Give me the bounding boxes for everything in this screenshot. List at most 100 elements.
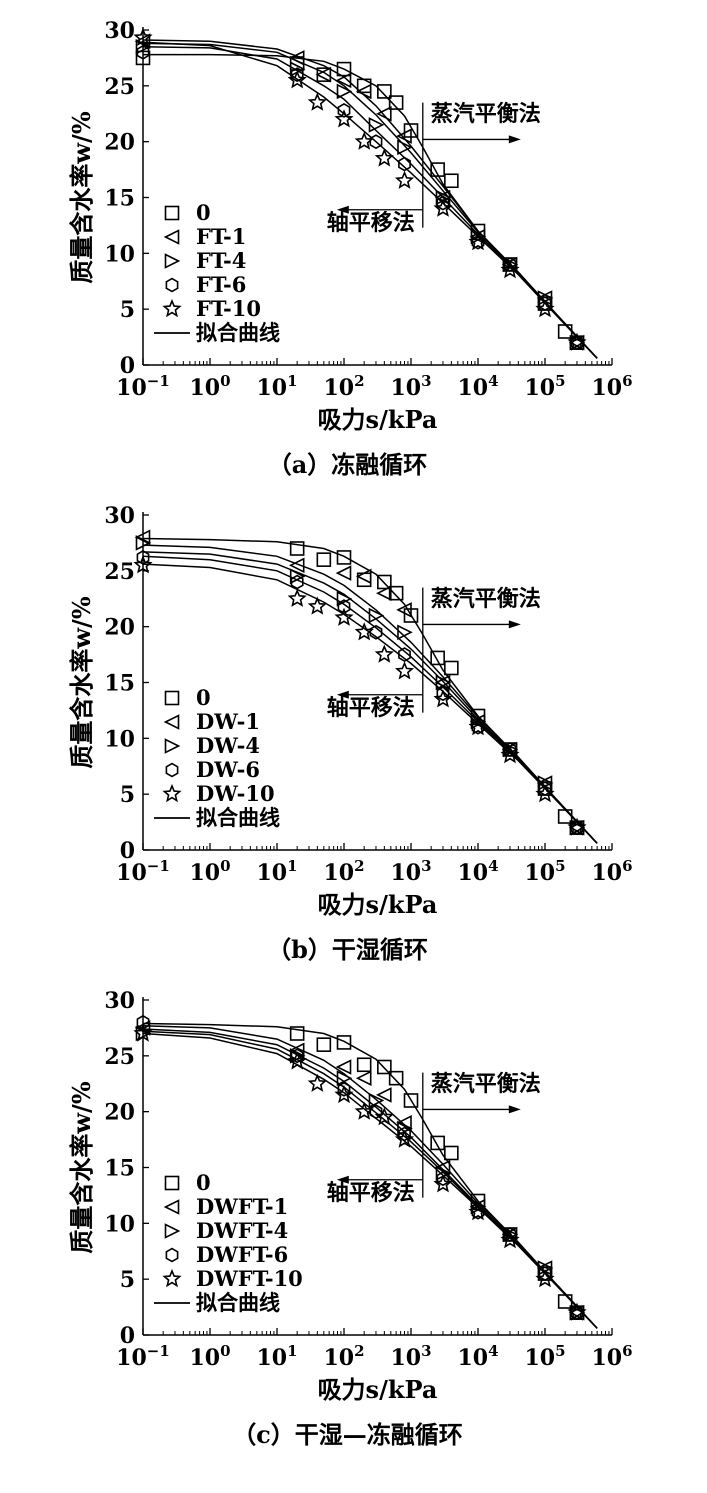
x-tick-label: 104 xyxy=(457,1342,498,1371)
legend-label: FT-10 xyxy=(196,296,261,321)
data-point-series-2 xyxy=(355,83,372,100)
data-point-series-1 xyxy=(388,585,404,601)
data-point-series-4 xyxy=(436,195,450,211)
x-tick-label: 103 xyxy=(390,372,431,401)
data-point-series-2 xyxy=(134,529,151,546)
data-point-series-5 xyxy=(307,92,327,111)
data-point-series-5 xyxy=(535,1269,555,1288)
fit-curve-5 xyxy=(142,563,598,844)
data-point-series-3 xyxy=(289,568,306,585)
data-point-series-1 xyxy=(289,541,305,556)
x-tick-label: 101 xyxy=(256,1342,297,1371)
data-point-series-2 xyxy=(315,66,332,83)
data-point-series-5 xyxy=(535,784,555,803)
y-axis-title: 质量含水率w/% xyxy=(67,596,96,768)
data-point-series-3 xyxy=(397,139,413,156)
y-axis-title: 质量含水率w/% xyxy=(67,1081,96,1253)
data-point-series-2 xyxy=(376,106,392,122)
data-point-series-1 xyxy=(336,1035,352,1050)
data-point-series-4 xyxy=(337,1081,351,1097)
data-point-series-3 xyxy=(336,591,353,607)
x-tick-label: 105 xyxy=(524,1342,565,1371)
data-point-series-2 xyxy=(396,602,412,618)
data-point-series-5 xyxy=(567,332,587,351)
data-point-series-3 xyxy=(135,535,152,551)
y-tick-label: 10 xyxy=(104,726,135,752)
data-point-series-1 xyxy=(388,1070,404,1086)
data-point-series-5 xyxy=(500,1229,520,1249)
data-point-series-5 xyxy=(394,661,415,680)
data-point-series-5 xyxy=(500,259,520,279)
data-point-series-3 xyxy=(368,1092,385,1109)
data-point-series-2 xyxy=(396,128,412,144)
data-point-series-5 xyxy=(433,198,453,217)
y-tick-label: 5 xyxy=(120,297,135,323)
data-point-series-4 xyxy=(136,1014,150,1030)
legend-marker xyxy=(163,714,180,730)
legend-marker xyxy=(164,690,180,706)
data-point-series-1 xyxy=(444,173,459,189)
data-point-series-2 xyxy=(376,1087,392,1103)
x-tick-label: 10−1 xyxy=(116,372,170,401)
legend-marker xyxy=(162,783,182,803)
panel-caption: （c）干湿—冻融循环 xyxy=(232,1420,463,1449)
data-point-series-5 xyxy=(354,622,374,641)
data-point-series-5 xyxy=(500,744,520,764)
data-point-series-5 xyxy=(567,817,587,836)
data-point-series-5 xyxy=(354,1101,374,1120)
legend-label: DW-6 xyxy=(196,757,260,782)
data-point-series-1 xyxy=(377,84,392,99)
data-point-series-5 xyxy=(374,148,394,167)
x-tick-label: 10−1 xyxy=(116,1342,170,1371)
data-point-series-2 xyxy=(434,1159,451,1176)
data-point-series-4 xyxy=(337,599,351,615)
x-tick-label: 101 xyxy=(256,857,297,886)
fit-curve-4 xyxy=(142,46,598,359)
x-tick-label: 102 xyxy=(323,1342,364,1371)
data-point-series-4 xyxy=(503,742,517,757)
data-point-series-5 xyxy=(433,1174,453,1193)
x-tick-label: 104 xyxy=(457,857,498,886)
fit-curve-4 xyxy=(142,1030,598,1329)
data-point-series-2 xyxy=(335,1059,352,1075)
data-point-series-5 xyxy=(334,109,354,128)
vapor-equilibrium-label: 蒸汽平衡法 xyxy=(431,1071,541,1097)
x-tick-label: 105 xyxy=(524,372,565,401)
data-point-series-5 xyxy=(307,1073,327,1092)
legend-label: 拟合曲线 xyxy=(196,805,280,830)
data-point-series-3 xyxy=(336,83,353,100)
y-tick-label: 25 xyxy=(104,559,135,585)
data-point-series-4 xyxy=(503,1227,517,1242)
x-tick-label: 103 xyxy=(390,857,431,886)
data-point-series-5 xyxy=(133,27,153,47)
data-point-series-5 xyxy=(334,607,354,626)
y-tick-label: 20 xyxy=(104,130,135,156)
legend-marker xyxy=(165,1247,179,1263)
data-point-series-5 xyxy=(468,232,488,251)
data-point-series-4 xyxy=(538,1266,552,1282)
fit-curve-5 xyxy=(142,41,598,359)
data-point-series-2 xyxy=(335,565,352,581)
x-tick-label: 100 xyxy=(189,1342,230,1371)
arrow-right-head xyxy=(508,1105,521,1114)
data-point-series-5 xyxy=(374,644,394,663)
y-tick-label: 20 xyxy=(104,1100,135,1126)
data-point-series-2 xyxy=(134,33,151,49)
legend-label: DWFT-6 xyxy=(196,1242,288,1267)
data-point-series-5 xyxy=(307,596,327,615)
x-tick-label: 106 xyxy=(591,1342,632,1371)
y-tick-label: 15 xyxy=(104,186,135,212)
legend-label: DW-10 xyxy=(196,781,275,806)
data-point-series-5 xyxy=(394,170,415,189)
data-point-series-2 xyxy=(355,568,372,585)
arrow-left-head xyxy=(336,690,349,699)
chart-panel-3: 0 5 10 15 20 25 30 10−1 100 101 102 103 104 105 106 吸力s… xyxy=(67,988,633,1449)
data-point-series-4 xyxy=(136,44,150,60)
legend-marker xyxy=(165,277,179,293)
legend-label: 拟合曲线 xyxy=(196,1290,280,1315)
legend-marker xyxy=(164,1223,181,1239)
y-tick-label: 20 xyxy=(104,615,135,641)
legend-label: 0 xyxy=(196,1170,211,1195)
